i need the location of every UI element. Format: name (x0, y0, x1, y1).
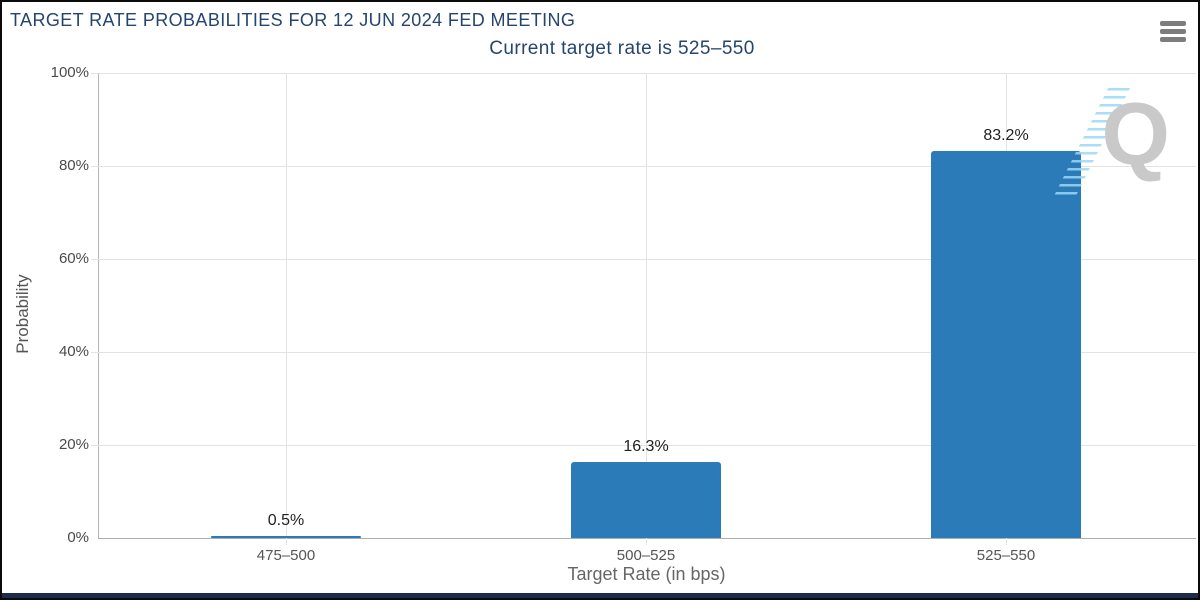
gridline-40 (91, 352, 1196, 353)
bar[interactable] (211, 535, 361, 538)
x-axis-title: Target Rate (in bps) (567, 564, 726, 584)
chart-context-menu-button[interactable] (1155, 15, 1191, 47)
gridline-cat-2 (646, 73, 647, 545)
bar-group: 0.5% 475–500 (211, 73, 361, 564)
x-tick-label: 475–500 (256, 547, 316, 564)
bottom-divider (2, 593, 1198, 598)
y-tick-label: 40% (58, 343, 89, 360)
chart-subtitle: Current target rate is 525–550 (489, 38, 755, 59)
x-tick-label: 525–550 (976, 547, 1036, 564)
bar[interactable] (571, 462, 721, 538)
gridline-20 (91, 445, 1196, 446)
gridline-60 (91, 259, 1196, 260)
y-tick-label: 80% (58, 157, 89, 174)
hamburger-icon (1159, 20, 1187, 42)
bar-value-label: 0.5% (267, 511, 305, 529)
bar-value-label: 16.3% (623, 438, 669, 456)
bar-value-label: 83.2% (983, 127, 1029, 145)
bar-group: 16.3% 500–525 (571, 73, 721, 564)
plot-area: 100% 80% 60% 40% 20% 0% 0.5% 475–500 16.… (51, 65, 1196, 564)
y-tick-label: 20% (58, 436, 89, 453)
chart-title: TARGET RATE PROBABILITIES FOR 12 JUN 202… (10, 10, 576, 30)
gridline-80 (91, 166, 1196, 167)
bar-group: 83.2% 525–550 (931, 73, 1081, 564)
x-tick-label: 500–525 (616, 547, 676, 564)
y-tick-label: 100% (50, 64, 89, 81)
y-tick-label: 0% (67, 529, 89, 546)
bar[interactable] (931, 151, 1081, 538)
gridline-100 (91, 73, 1196, 74)
y-tick-label: 60% (58, 250, 89, 267)
gridline-cat-1 (286, 73, 287, 545)
